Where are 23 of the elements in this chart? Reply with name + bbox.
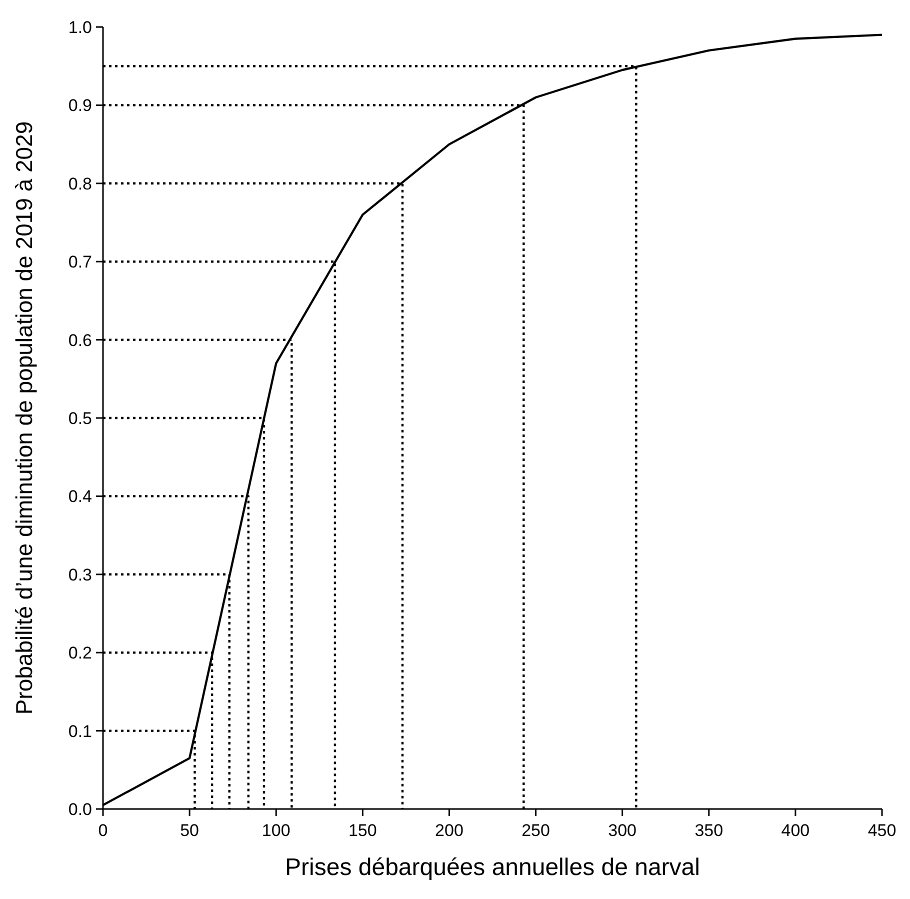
y-tick-label: 1.0: [68, 18, 92, 37]
y-tick-label: 0.2: [68, 644, 92, 663]
x-tick-label: 0: [98, 821, 108, 840]
x-tick-label: 50: [180, 821, 200, 840]
y-tick-label: 0.9: [68, 96, 92, 116]
y-tick-label: 0.5: [68, 408, 92, 428]
x-tick-label: 350: [694, 821, 724, 840]
x-tick-label: 450: [868, 821, 896, 840]
y-tick-label: 0.4: [68, 487, 92, 506]
x-tick-label: 150: [348, 821, 377, 840]
y-tick-label: 0.7: [68, 252, 92, 272]
x-tick-label: 300: [608, 821, 637, 840]
y-tick-label: 0.1: [68, 722, 92, 741]
x-tick-label: 100: [262, 821, 290, 840]
y-tick-label: 0.6: [68, 330, 92, 350]
y-tick-label: 0.3: [68, 565, 92, 584]
x-axis-title: Prises débarquées annuelles de narval: [285, 854, 700, 881]
x-tick-label: 250: [522, 821, 550, 840]
y-axis-title: Probabilité d’une diminution de population de 2019 à 2029: [11, 121, 37, 715]
x-tick-label: 200: [435, 821, 464, 840]
y-tick-label: 0.0: [68, 800, 92, 819]
y-tick-label: 0.8: [68, 174, 92, 194]
x-tick-label: 400: [781, 821, 810, 840]
